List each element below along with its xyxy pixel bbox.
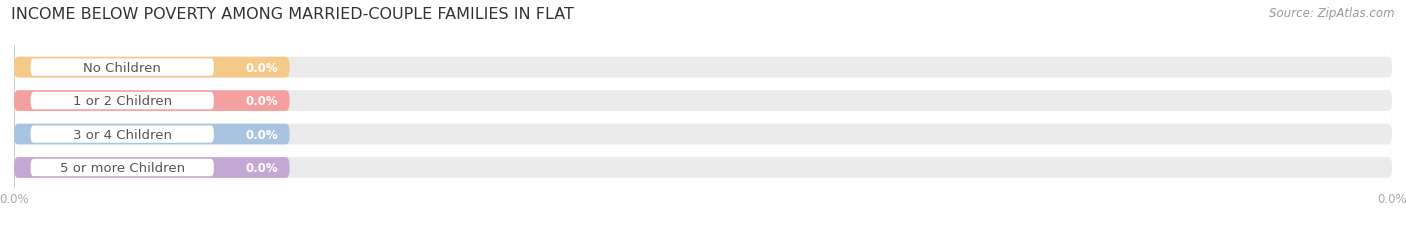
FancyBboxPatch shape (14, 158, 1392, 178)
Text: Source: ZipAtlas.com: Source: ZipAtlas.com (1270, 7, 1395, 20)
Text: 0.0%: 0.0% (246, 95, 278, 108)
FancyBboxPatch shape (14, 58, 1392, 78)
FancyBboxPatch shape (31, 126, 214, 143)
FancyBboxPatch shape (14, 58, 290, 78)
Text: 0.0%: 0.0% (246, 128, 278, 141)
FancyBboxPatch shape (31, 159, 214, 176)
Text: 0.0%: 0.0% (246, 161, 278, 174)
FancyBboxPatch shape (14, 124, 1392, 145)
Text: 1 or 2 Children: 1 or 2 Children (73, 95, 172, 108)
Text: No Children: No Children (83, 61, 162, 74)
FancyBboxPatch shape (14, 91, 290, 112)
FancyBboxPatch shape (14, 158, 290, 178)
Text: 3 or 4 Children: 3 or 4 Children (73, 128, 172, 141)
Text: 5 or more Children: 5 or more Children (59, 161, 184, 174)
FancyBboxPatch shape (31, 59, 214, 76)
FancyBboxPatch shape (14, 124, 290, 145)
Text: 0.0%: 0.0% (246, 61, 278, 74)
FancyBboxPatch shape (31, 92, 214, 110)
FancyBboxPatch shape (14, 91, 1392, 112)
Text: INCOME BELOW POVERTY AMONG MARRIED-COUPLE FAMILIES IN FLAT: INCOME BELOW POVERTY AMONG MARRIED-COUPL… (11, 7, 574, 22)
